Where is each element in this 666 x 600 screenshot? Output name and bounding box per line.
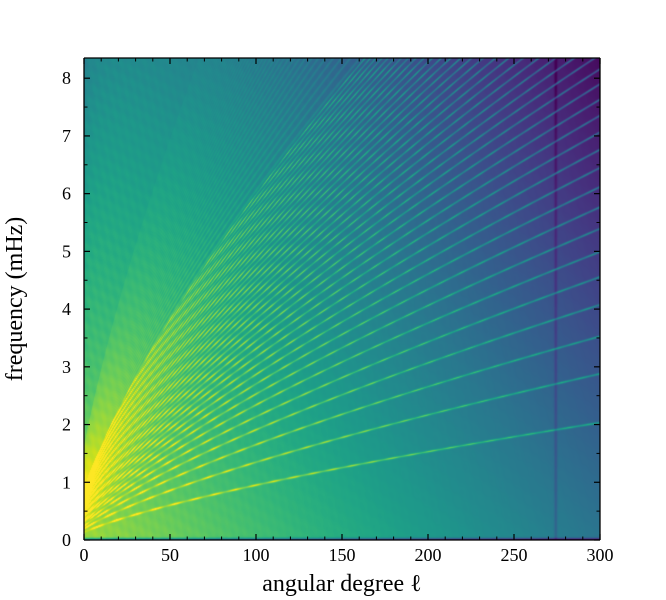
svg-text:frequency (mHz): frequency (mHz) (2, 217, 28, 382)
svg-text:angular degree ℓ: angular degree ℓ (262, 571, 421, 597)
svg-text:300: 300 (587, 545, 614, 565)
svg-text:100: 100 (243, 545, 270, 565)
svg-text:7: 7 (62, 126, 71, 146)
svg-text:3: 3 (62, 357, 71, 377)
svg-text:4: 4 (62, 299, 71, 319)
svg-text:200: 200 (415, 545, 442, 565)
svg-text:6: 6 (62, 184, 71, 204)
svg-text:0: 0 (62, 530, 71, 550)
svg-text:8: 8 (62, 68, 71, 88)
svg-text:5: 5 (62, 241, 71, 261)
svg-text:2: 2 (62, 415, 71, 435)
svg-text:50: 50 (161, 545, 179, 565)
svg-text:1: 1 (62, 472, 71, 492)
svg-text:150: 150 (329, 545, 356, 565)
svg-text:250: 250 (501, 545, 528, 565)
svg-text:0: 0 (80, 545, 89, 565)
